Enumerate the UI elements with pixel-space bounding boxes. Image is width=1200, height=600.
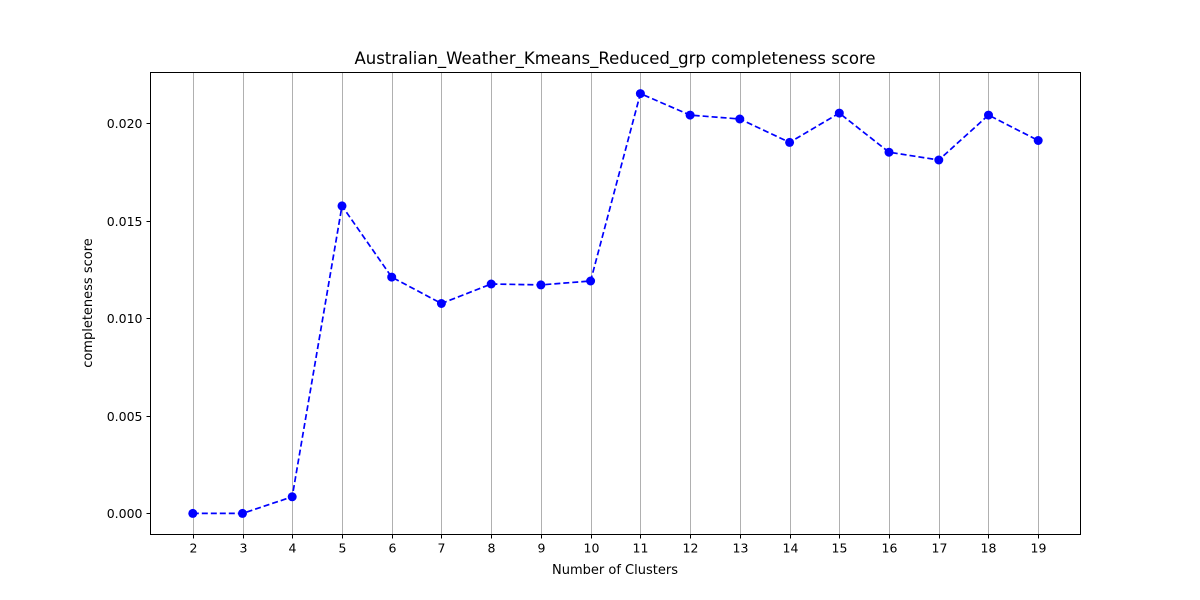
x-axis-label: Number of Clusters	[552, 563, 678, 578]
x-tick-label: 3	[240, 541, 248, 556]
x-tick-label: 10	[584, 541, 600, 556]
x-tick-label: 6	[389, 541, 397, 556]
x-tick-label: 9	[538, 541, 546, 556]
x-tick-label: 16	[882, 541, 898, 556]
x-tick-label: 2	[190, 541, 198, 556]
x-tick-label: 5	[339, 541, 347, 556]
x-tick-label: 12	[683, 541, 699, 556]
plot-frame	[150, 72, 1081, 535]
data-point	[188, 508, 198, 518]
x-tick-label: 15	[832, 541, 848, 556]
x-tick-label: 13	[733, 541, 749, 556]
grid-lines	[193, 72, 1039, 535]
chart-title: Australian_Weather_Kmeans_Reduced_grp co…	[354, 49, 875, 69]
data-point	[685, 110, 695, 120]
x-tick-label: 8	[488, 541, 496, 556]
x-tick-label: 18	[981, 541, 997, 556]
data-point	[238, 508, 247, 518]
x-axis-ticks: 2 3 4 5 6 7 8 9 10 11 12 13 14 15 16 17 18 19	[190, 534, 1047, 556]
data-point	[884, 147, 894, 157]
data-point	[586, 276, 596, 286]
data-point	[984, 110, 993, 120]
series-layer	[188, 89, 1043, 518]
x-tick-label: 17	[932, 541, 948, 556]
data-point	[785, 137, 795, 147]
data-point	[536, 280, 546, 290]
y-tick-label: 0.005	[107, 409, 143, 424]
y-tick-label: 0.010	[107, 311, 143, 326]
x-tick-label: 11	[633, 541, 649, 556]
data-point	[486, 279, 496, 289]
y-axis-label: completeness score	[81, 238, 96, 368]
data-point	[934, 155, 944, 165]
x-tick-label: 19	[1031, 541, 1047, 556]
data-point	[635, 89, 645, 99]
x-tick-label: 14	[783, 541, 799, 556]
data-point	[735, 114, 745, 124]
y-axis-ticks: 0.000 0.005 0.010 0.015 0.020	[107, 116, 151, 521]
data-point	[436, 299, 446, 308]
data-point	[1033, 136, 1043, 145]
data-point	[287, 492, 297, 502]
data-point	[387, 272, 397, 282]
data-point	[834, 108, 844, 118]
data-point	[337, 201, 347, 211]
y-tick-label: 0.015	[107, 214, 143, 229]
series-line	[192, 92, 1039, 515]
y-tick-label: 0.000	[107, 506, 143, 521]
x-tick-label: 7	[438, 541, 446, 556]
y-tick-label: 0.020	[107, 116, 143, 131]
x-tick-label: 4	[289, 541, 297, 556]
